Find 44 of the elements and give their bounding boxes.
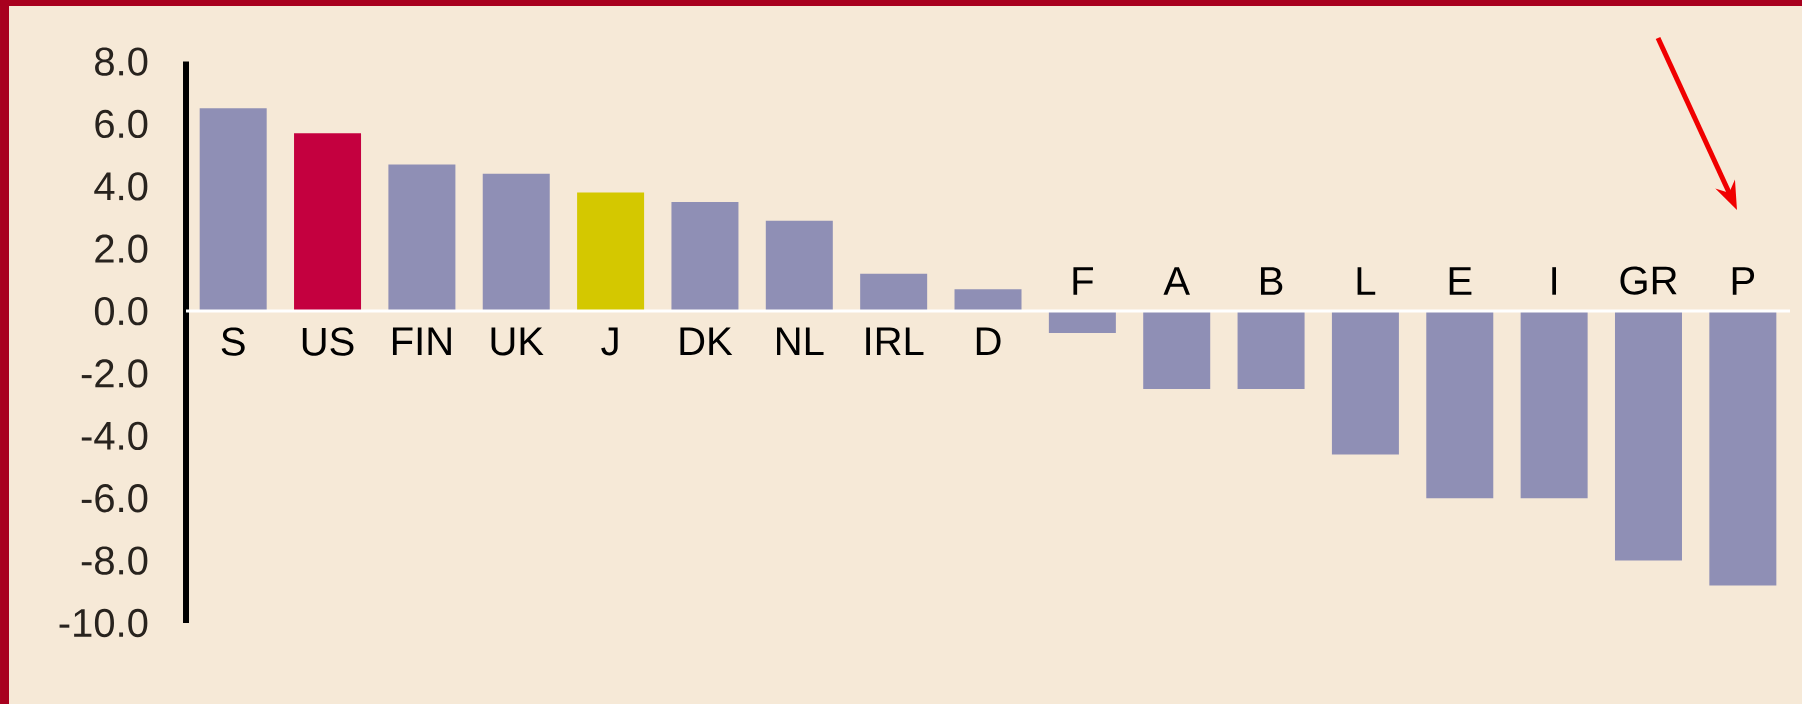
bar bbox=[765, 220, 833, 312]
bar bbox=[1143, 311, 1211, 390]
x-tick-label: I bbox=[1552, 267, 1557, 295]
bar bbox=[1614, 311, 1682, 561]
y-tick-label: -8.0 bbox=[81, 546, 148, 575]
bar bbox=[1237, 311, 1305, 390]
x-tick-label: IRL bbox=[866, 327, 924, 356]
bar bbox=[199, 108, 267, 312]
x-tick-label: UK bbox=[491, 327, 544, 356]
bar bbox=[1709, 311, 1777, 586]
y-tick-label: 8.0 bbox=[95, 47, 148, 76]
bar bbox=[294, 133, 362, 312]
y-tick-label: 4.0 bbox=[94, 172, 148, 201]
y-tick-label: -4.0 bbox=[81, 421, 148, 450]
x-tick-label: P bbox=[1732, 267, 1755, 295]
y-tick-label: -2.0 bbox=[81, 359, 148, 388]
x-tick-label: US bbox=[302, 327, 354, 356]
bar bbox=[577, 192, 645, 312]
x-tick-label: GR bbox=[1620, 266, 1677, 295]
bar bbox=[1048, 311, 1116, 333]
bar bbox=[1331, 311, 1399, 455]
y-tick-label: 6.0 bbox=[95, 109, 148, 139]
y-tick-label: -10.0 bbox=[59, 608, 148, 638]
y-tick-label: 2.0 bbox=[95, 234, 148, 263]
bar bbox=[482, 173, 550, 312]
bar bbox=[954, 289, 1022, 312]
x-tick-label: S bbox=[221, 327, 245, 356]
x-tick-label: B bbox=[1261, 267, 1283, 295]
bar bbox=[388, 164, 456, 312]
x-tick-label: E bbox=[1449, 267, 1472, 295]
x-tick-label: FIN bbox=[392, 327, 451, 356]
y-tick-label: 0.0 bbox=[94, 296, 148, 326]
y-tick-label: -6.0 bbox=[81, 484, 148, 513]
x-tick-label: D bbox=[976, 327, 1001, 356]
x-tick-label: A bbox=[1163, 267, 1190, 295]
x-tick-label: NL bbox=[777, 327, 824, 356]
bar bbox=[671, 201, 739, 312]
bar bbox=[860, 273, 928, 312]
x-tick-label: L bbox=[1357, 267, 1376, 295]
x-tick-label: F bbox=[1073, 267, 1093, 295]
bar bbox=[1520, 311, 1588, 499]
bar bbox=[1426, 311, 1494, 499]
x-tick-label: J bbox=[601, 327, 618, 356]
x-tick-label: DK bbox=[680, 327, 733, 356]
